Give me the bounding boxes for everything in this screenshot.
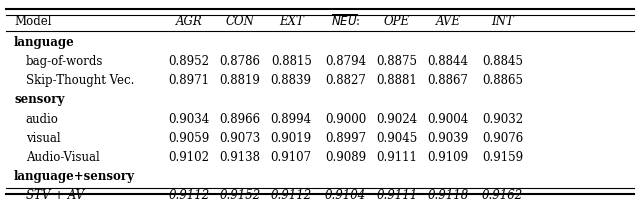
Text: 0.9045: 0.9045 [376, 132, 417, 145]
Text: $\overline{NEU}$:: $\overline{NEU}$: [331, 13, 360, 29]
Text: 0.8994: 0.8994 [271, 113, 312, 126]
Text: 0.8875: 0.8875 [376, 55, 417, 68]
Text: 0.8819: 0.8819 [220, 74, 260, 87]
Text: 0.9059: 0.9059 [168, 132, 209, 145]
Text: 0.9162: 0.9162 [482, 189, 523, 202]
Text: INT: INT [491, 15, 514, 28]
Text: 0.9076: 0.9076 [482, 132, 523, 145]
Text: 0.8865: 0.8865 [482, 74, 523, 87]
Text: 0.8881: 0.8881 [376, 74, 417, 87]
Text: 0.9138: 0.9138 [220, 151, 260, 164]
Text: 0.9111: 0.9111 [376, 151, 417, 164]
Text: 0.8844: 0.8844 [428, 55, 468, 68]
Text: 0.8815: 0.8815 [271, 55, 312, 68]
Text: audio: audio [26, 113, 58, 126]
Text: 0.9004: 0.9004 [428, 113, 468, 126]
Text: 0.8827: 0.8827 [325, 74, 366, 87]
Text: 0.8839: 0.8839 [271, 74, 312, 87]
Text: Skip-Thought Vec.: Skip-Thought Vec. [26, 74, 134, 87]
Text: 0.8952: 0.8952 [168, 55, 209, 68]
Text: 0.8971: 0.8971 [168, 74, 209, 87]
Text: 0.9112: 0.9112 [271, 189, 312, 202]
Text: visual: visual [26, 132, 60, 145]
Text: AGR: AGR [175, 15, 202, 28]
Text: language: language [14, 36, 75, 49]
Text: 0.9159: 0.9159 [482, 151, 523, 164]
Text: 0.9111: 0.9111 [376, 189, 417, 202]
Text: 0.9109: 0.9109 [428, 151, 468, 164]
Text: STV + AV: STV + AV [26, 189, 84, 202]
Text: 0.9000: 0.9000 [325, 113, 366, 126]
Text: Model: Model [14, 15, 52, 28]
Text: 0.9019: 0.9019 [271, 132, 312, 145]
Text: 0.9039: 0.9039 [428, 132, 468, 145]
Text: 0.8997: 0.8997 [325, 132, 366, 145]
Text: 0.9152: 0.9152 [220, 189, 260, 202]
Text: 0.8867: 0.8867 [428, 74, 468, 87]
Text: 0.9032: 0.9032 [482, 113, 523, 126]
Text: 0.9118: 0.9118 [428, 189, 468, 202]
Text: 0.9089: 0.9089 [325, 151, 366, 164]
Text: 0.8786: 0.8786 [220, 55, 260, 68]
Text: 0.9102: 0.9102 [168, 151, 209, 164]
Text: 0.8794: 0.8794 [325, 55, 366, 68]
Text: 0.9034: 0.9034 [168, 113, 209, 126]
Text: AVE: AVE [435, 15, 461, 28]
Text: sensory: sensory [14, 94, 65, 106]
Text: OPE: OPE [384, 15, 410, 28]
Text: CON: CON [225, 15, 255, 28]
Text: 0.8966: 0.8966 [220, 113, 260, 126]
Text: 0.9024: 0.9024 [376, 113, 417, 126]
Text: EXT: EXT [279, 15, 303, 28]
Text: Audio-Visual: Audio-Visual [26, 151, 99, 164]
Text: 0.9073: 0.9073 [220, 132, 260, 145]
Text: bag-of-words: bag-of-words [26, 55, 103, 68]
Text: 0.9112: 0.9112 [168, 189, 209, 202]
Text: language+sensory: language+sensory [14, 170, 135, 183]
Text: 0.9104: 0.9104 [325, 189, 366, 202]
Text: 0.9107: 0.9107 [271, 151, 312, 164]
Text: 0.8845: 0.8845 [482, 55, 523, 68]
